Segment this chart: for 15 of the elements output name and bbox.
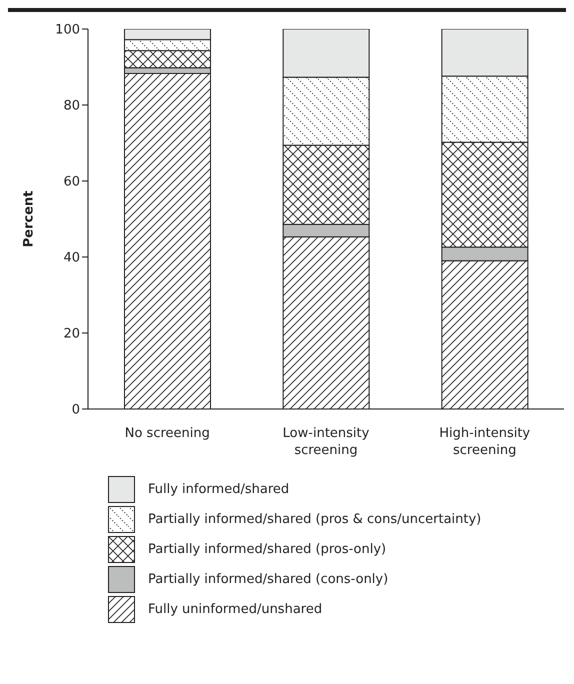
y-tick-label: 20	[63, 326, 80, 342]
y-tick-label: 0	[72, 402, 80, 418]
y-tick-label: 100	[55, 22, 80, 38]
y-tick-label: 80	[63, 98, 80, 114]
y-tick-label: 40	[63, 250, 80, 266]
x-tick-label: No screening	[124, 426, 210, 441]
x-tick-label: Low-intensity screening	[282, 426, 370, 458]
y-tick-label: 60	[63, 174, 80, 190]
y-axis-title: Percent	[22, 190, 37, 248]
legend-label: Fully informed/shared	[148, 482, 290, 496]
legend-label: Partially informed/shared (pros-only)	[148, 542, 386, 556]
legend-label: Fully uninformed/unshared	[148, 602, 322, 616]
x-tick-label: High-intensity screening	[439, 426, 530, 458]
legend-label: Partially informed/shared (cons-only)	[148, 572, 388, 586]
legend-label: Partially informed/shared (pros & cons/uncertainty)	[148, 512, 482, 526]
